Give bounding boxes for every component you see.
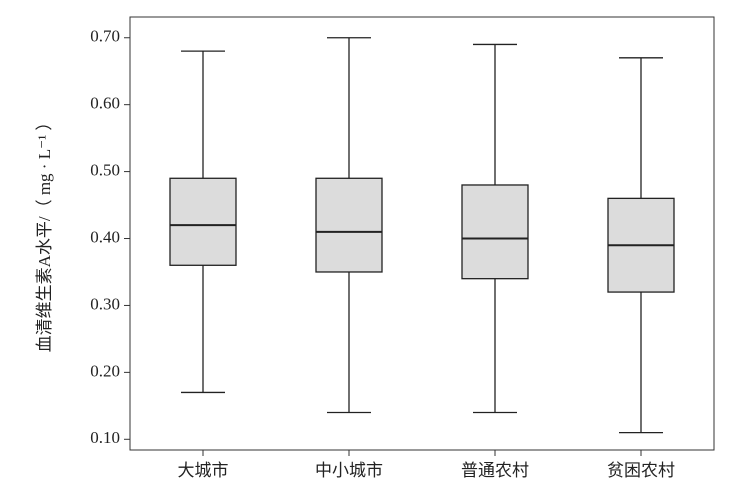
y-tick-label: 0.50 (90, 161, 120, 180)
x-tick-label: 贫困农村 (607, 461, 675, 480)
x-tick-label: 普通农村 (461, 461, 529, 480)
x-tick-label: 大城市 (178, 461, 229, 480)
y-tick-label: 0.70 (90, 27, 120, 46)
y-axis-label: 血清维生素A水平/（ mg · L⁻¹ ） (35, 114, 54, 353)
y-tick-label: 0.60 (90, 94, 120, 113)
x-tick-label: 中小城市 (315, 461, 383, 480)
box (169, 177, 237, 266)
y-tick-label: 0.40 (90, 227, 120, 246)
box (461, 184, 529, 280)
box (315, 177, 383, 273)
y-tick-label: 0.20 (90, 361, 120, 380)
y-tick-label: 0.30 (90, 294, 120, 313)
plot-frame (129, 16, 715, 451)
y-tick-label: 0.10 (90, 428, 120, 447)
